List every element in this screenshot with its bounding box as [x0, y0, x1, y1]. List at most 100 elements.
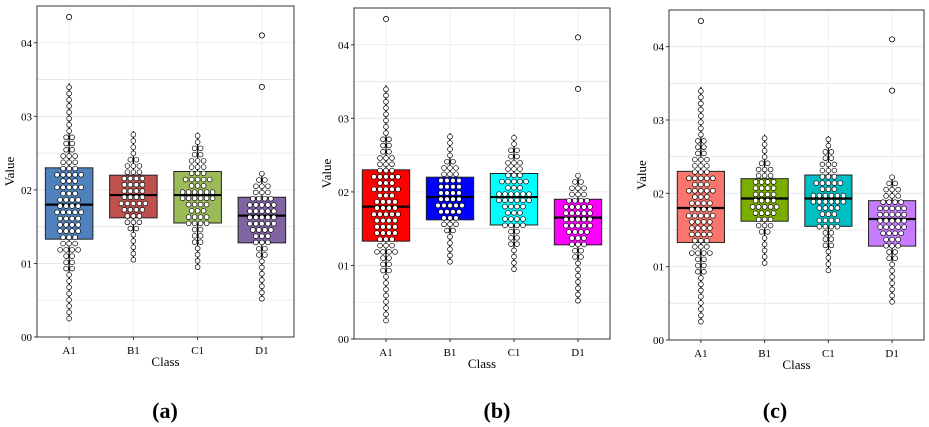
data-point — [194, 176, 201, 183]
data-point — [389, 167, 395, 174]
data-point — [265, 214, 271, 221]
data-point — [828, 155, 835, 161]
data-point — [822, 236, 829, 242]
data-point — [447, 171, 453, 177]
data-point — [66, 272, 72, 278]
data-point — [698, 181, 704, 188]
data-point — [698, 194, 704, 200]
data-point — [444, 158, 450, 165]
data-point — [386, 205, 392, 211]
data-point — [130, 150, 137, 157]
data-point — [383, 242, 389, 249]
data-point — [692, 237, 698, 244]
y-tick-label: 02 — [653, 188, 664, 200]
data-point — [692, 188, 698, 194]
data-point — [698, 131, 704, 138]
data-point — [392, 205, 398, 211]
data-point — [575, 279, 581, 285]
data-point — [514, 216, 520, 222]
data-point — [892, 230, 898, 237]
data-point — [262, 252, 268, 258]
data-point — [831, 180, 838, 186]
data-point — [810, 192, 817, 199]
data-point — [886, 199, 892, 205]
data-point — [698, 287, 704, 294]
data-point — [456, 190, 462, 196]
data-point — [447, 240, 453, 246]
data-point — [447, 259, 453, 265]
data-point — [575, 298, 581, 304]
data-point — [822, 217, 829, 224]
data-point — [57, 197, 63, 203]
data-point — [66, 290, 72, 297]
data-point — [130, 250, 137, 257]
y-tick-label: 00 — [653, 335, 665, 347]
data-point — [889, 280, 895, 286]
data-point — [895, 205, 901, 212]
data-point — [895, 211, 901, 218]
data-point — [502, 222, 508, 229]
data-point — [508, 153, 514, 160]
plot-frame — [668, 9, 925, 341]
data-point — [689, 231, 695, 238]
plot-frame — [36, 5, 295, 338]
y-tick-label: 01 — [338, 260, 349, 272]
data-point — [194, 258, 201, 264]
data-point — [508, 191, 514, 197]
box-C1 — [173, 132, 222, 270]
data-point — [752, 191, 759, 198]
x-axis-label: Class — [782, 357, 810, 372]
data-point — [259, 214, 265, 221]
data-point — [883, 193, 889, 199]
data-point — [191, 145, 198, 152]
data-point — [569, 222, 575, 229]
data-point — [133, 175, 140, 182]
data-point — [831, 161, 838, 168]
data-point — [383, 186, 389, 193]
y-tick-label: 01 — [653, 262, 664, 274]
data-point — [569, 241, 575, 248]
data-point — [698, 281, 704, 288]
data-point — [383, 111, 389, 118]
data-point — [256, 252, 262, 258]
data-point — [499, 178, 505, 185]
data-point — [66, 172, 72, 178]
data-point — [66, 159, 72, 166]
data-point — [695, 150, 701, 157]
data-point — [380, 261, 386, 268]
data-point — [456, 177, 462, 184]
data-point — [834, 192, 841, 199]
data-point — [127, 194, 134, 200]
data-point — [520, 216, 526, 222]
data-point — [377, 242, 383, 249]
x-axis-label: Class — [468, 356, 496, 371]
data-point — [75, 228, 81, 234]
data-point — [828, 230, 835, 236]
data-point — [752, 197, 759, 204]
data-point — [395, 186, 401, 193]
outlier-point — [258, 83, 265, 90]
y-tick-label: 03 — [338, 113, 350, 125]
data-point — [758, 191, 765, 198]
data-point — [271, 208, 277, 214]
data-point — [383, 86, 389, 93]
data-point — [502, 191, 508, 197]
data-point — [75, 215, 81, 222]
data-point — [256, 195, 262, 202]
data-point — [69, 247, 75, 253]
data-point — [895, 243, 901, 249]
data-point — [57, 222, 63, 228]
data-point — [840, 199, 847, 205]
data-point — [701, 262, 707, 269]
data-point — [383, 299, 389, 305]
data-point — [517, 172, 523, 179]
data-point — [383, 292, 389, 299]
data-point — [383, 105, 389, 111]
data-point — [511, 166, 517, 172]
data-point — [78, 209, 84, 216]
panel-caption: (a) — [152, 398, 178, 423]
data-point — [575, 204, 581, 210]
data-point — [496, 197, 502, 204]
data-point — [63, 197, 69, 203]
data-point — [692, 175, 698, 182]
